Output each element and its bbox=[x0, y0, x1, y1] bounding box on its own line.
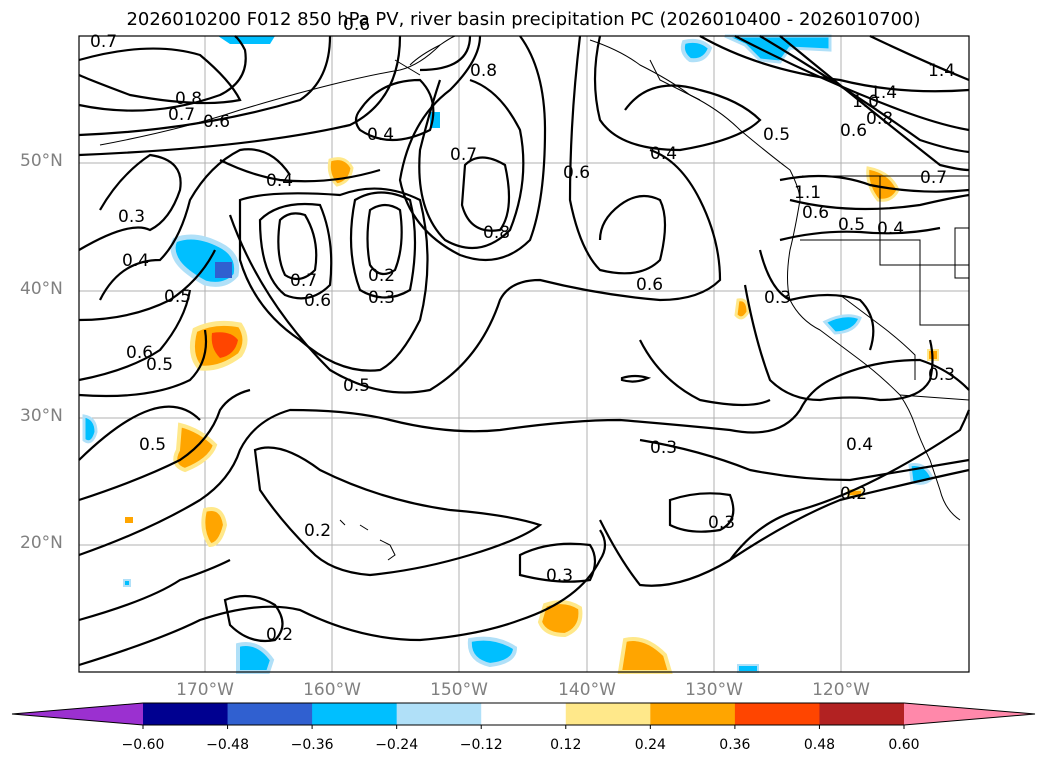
contour-label: 0.3 bbox=[928, 365, 955, 385]
contour-label: 0.7 bbox=[90, 32, 117, 52]
contour-label: 0.2 bbox=[368, 266, 395, 286]
shade-blob bbox=[123, 579, 131, 587]
contour-label: 0.5 bbox=[139, 435, 166, 455]
contour-label: 0.6 bbox=[636, 275, 663, 295]
contour-label: 1.4 bbox=[928, 61, 955, 81]
contour-label: 0.3 bbox=[650, 438, 677, 458]
contour-label: 0.5 bbox=[763, 125, 790, 145]
contour-label: 0.7 bbox=[920, 168, 947, 188]
contour-label: 0.6 bbox=[840, 121, 867, 141]
contour-label: 0.8 bbox=[470, 61, 497, 81]
map-frame bbox=[78, 35, 970, 673]
precip-shading bbox=[82, 34, 939, 674]
shade-blob bbox=[537, 600, 583, 638]
contour-label: 0.8 bbox=[175, 89, 202, 109]
contour-label: 0.4 bbox=[846, 435, 873, 455]
contour-label: 0.4 bbox=[650, 144, 677, 164]
contour-label: 0.4 bbox=[877, 219, 904, 239]
colorbar-tick-label: 0.24 bbox=[634, 737, 666, 753]
shade-blob bbox=[211, 332, 238, 358]
contour-label: 1.4 bbox=[870, 83, 897, 103]
lat-label-40n: 40°N bbox=[20, 279, 63, 299]
lon-label-170w: 170°W bbox=[176, 680, 234, 700]
contour-label: 0.4 bbox=[122, 251, 149, 271]
shade-blob bbox=[201, 507, 228, 548]
shade-blob bbox=[82, 414, 98, 444]
contour-label: 0.7 bbox=[168, 105, 195, 125]
colorbar-tick-label: −0.48 bbox=[206, 737, 249, 753]
lon-label-160w: 160°W bbox=[303, 680, 361, 700]
contour-label: 0.6 bbox=[343, 15, 370, 35]
colorbar-tick-label: 0.36 bbox=[719, 737, 751, 753]
contour-label: 0.2 bbox=[266, 625, 293, 645]
shade-blob bbox=[724, 34, 832, 64]
shade-blob bbox=[125, 517, 133, 523]
contour-label-group: 0.7 0.8 0.7 0.6 0.4 0.4 0.8 0.7 0.6 0.8 … bbox=[90, 15, 955, 645]
contour-label: 0.3 bbox=[118, 207, 145, 227]
map-title: 2026010200 F012 850 hPa PV, river basin … bbox=[126, 9, 921, 30]
contour-label: 1.0 bbox=[852, 92, 879, 112]
contour-label: 0.6 bbox=[203, 112, 230, 132]
shade-blob bbox=[467, 636, 518, 668]
contour-label: 0.3 bbox=[368, 288, 395, 308]
colorbar-tick-label: 0.12 bbox=[550, 737, 582, 753]
contour-label: 0.5 bbox=[343, 376, 370, 396]
contour-label: 0.4 bbox=[367, 125, 394, 145]
contour-label: 0.6 bbox=[304, 291, 331, 311]
contour-label: 0.5 bbox=[164, 287, 191, 307]
colorbar-tick-label: −0.60 bbox=[121, 737, 165, 753]
contour-label: 0.6 bbox=[802, 203, 829, 223]
shade-blob bbox=[680, 38, 713, 63]
contour-label: 0.6 bbox=[563, 163, 590, 183]
colorbar-tick-label: −0.24 bbox=[375, 737, 419, 753]
contour-label: 0.7 bbox=[450, 145, 477, 165]
contour-label: 0.8 bbox=[483, 223, 510, 243]
pv-contours bbox=[78, 35, 971, 667]
contour-label: 1.1 bbox=[794, 183, 821, 203]
lat-label-30n: 30°N bbox=[20, 406, 63, 426]
contour-label: 0.3 bbox=[764, 288, 791, 308]
contour-label: 0.3 bbox=[708, 513, 735, 533]
lon-label-120w: 120°W bbox=[812, 680, 870, 700]
contour-label: 0.6 bbox=[126, 343, 153, 363]
colorbar-tick-label: 0.60 bbox=[888, 737, 920, 753]
lon-label-130w: 130°W bbox=[685, 680, 743, 700]
shade-blob bbox=[822, 314, 862, 335]
shade-blob bbox=[215, 262, 232, 278]
coastlines bbox=[99, 35, 970, 561]
lon-label-140w: 140°W bbox=[558, 680, 616, 700]
shade-blob bbox=[617, 637, 673, 674]
contour-label: 0.2 bbox=[840, 484, 867, 504]
shade-blob bbox=[737, 664, 759, 673]
contour-label: 0.2 bbox=[304, 521, 331, 541]
contour-label: 0.5 bbox=[838, 215, 865, 235]
shade-blob bbox=[218, 36, 275, 44]
lon-label-150w: 150°W bbox=[430, 680, 488, 700]
shade-blob bbox=[734, 298, 750, 320]
colorbar-tick-label: 0.48 bbox=[803, 737, 836, 753]
contour-label: 0.8 bbox=[866, 109, 893, 129]
colorbar-tick-label: −0.36 bbox=[290, 737, 334, 753]
lat-label-20n: 20°N bbox=[20, 533, 63, 553]
contour-label: 0.5 bbox=[146, 355, 173, 375]
colorbar-tick-label: −0.12 bbox=[459, 737, 503, 753]
contour-label: 0.4 bbox=[266, 171, 293, 191]
contour-label: 0.7 bbox=[290, 271, 317, 291]
shade-blob bbox=[236, 642, 275, 674]
lat-label-50n: 50°N bbox=[20, 151, 63, 171]
contour-label: 0.3 bbox=[546, 566, 573, 586]
